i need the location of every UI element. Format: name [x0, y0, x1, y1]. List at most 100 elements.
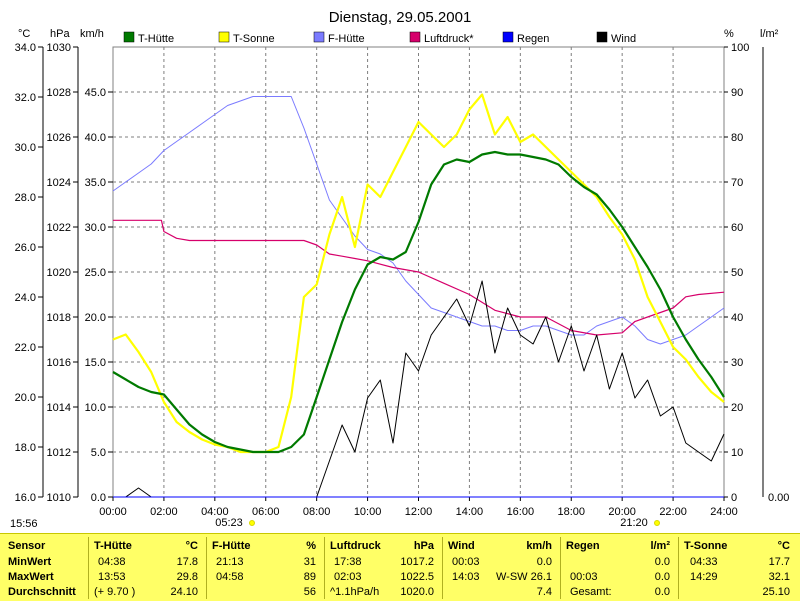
wind-avg-val: 7.4 — [536, 586, 552, 598]
chart-title: Dienstag, 29.05.2001 — [329, 9, 472, 26]
temp-tick-label: 22.0 — [15, 342, 36, 354]
legend-label: T-Hütte — [138, 33, 174, 45]
sensor-header: Sensor — [8, 540, 46, 552]
luftdruck-max-val: 1022.5 — [400, 571, 434, 583]
x-tick-label: 14:00 — [456, 506, 484, 518]
luftdruck-avg-val: 1020.0 — [400, 586, 434, 598]
t-sonne-min-time: 04:33 — [690, 556, 718, 568]
t-sonne-title: T-Sonne — [684, 540, 728, 552]
regen-max-val: 0.0 — [654, 571, 670, 583]
wind-max-val: W-SW 26.1 — [495, 571, 552, 583]
wind-min-time: 00:03 — [452, 556, 480, 568]
f-huette-min-val: 31 — [303, 556, 316, 568]
wind-tick-label: 45.0 — [85, 87, 106, 99]
wind-tick-label: 5.0 — [91, 447, 106, 459]
regen-min-val: 0.0 — [654, 556, 670, 568]
humidity-tick-label: 100 — [731, 42, 749, 54]
t-sonne-unit: °C — [777, 540, 790, 552]
sunset-marker — [654, 520, 660, 526]
humidity-tick-label: 0 — [731, 492, 737, 504]
humidity-tick-label: 20 — [731, 402, 743, 414]
wind-tick-label: 30.0 — [85, 222, 106, 234]
f-huette-avg-val: 56 — [303, 586, 316, 598]
f-huette-unit: % — [306, 540, 316, 552]
pressure-tick-label: 1010 — [47, 492, 71, 504]
sun-markers: 05:23 21:20 — [215, 517, 660, 529]
sunset-label: 21:20 — [620, 517, 648, 529]
stats-t-huette: T-Hütte °C 04:38 17.8 13:53 29.8 (+ 9.70… — [88, 534, 206, 602]
x-tick-label: 06:00 — [252, 506, 280, 518]
x-tick-label: 08:00 — [303, 506, 331, 518]
temp-tick-label: 34.0 — [15, 42, 36, 54]
humidity-tick-label: 40 — [731, 312, 743, 324]
wind-tick-label: 35.0 — [85, 177, 106, 189]
wind-tick-label: 40.0 — [85, 132, 106, 144]
regen-total-label: Gesamt: — [570, 586, 612, 598]
stats-labels-col: Sensor MinWert MaxWert Durchschnitt — [0, 534, 88, 602]
t-huette-avg-note: (+ 9.70 ) — [94, 586, 136, 598]
regen-max-time: 00:03 — [570, 571, 598, 583]
wind-tick-label: 0.0 — [91, 492, 106, 504]
pressure-tick-label: 1024 — [47, 177, 71, 189]
t-huette-min-val: 17.8 — [176, 556, 198, 568]
legend-swatch — [218, 31, 230, 43]
timestamp: 15:56 — [10, 518, 38, 530]
wind-min-val: 0.0 — [536, 556, 552, 568]
luftdruck-unit: hPa — [413, 540, 434, 552]
wind-unit: km/h — [526, 540, 552, 552]
x-tick-label: 20:00 — [608, 506, 636, 518]
x-tick-label: 12:00 — [405, 506, 433, 518]
t-huette-max-val: 29.8 — [176, 571, 198, 583]
pressure-unit-label: hPa — [50, 28, 70, 40]
x-tick-label: 18:00 — [557, 506, 585, 518]
pressure-tick-label: 1022 — [47, 222, 71, 234]
pressure-tick-label: 1030 — [47, 42, 71, 54]
legend: T-Hütte T-Sonne F-Hütte Luftdruck* Regen Wind — [123, 31, 636, 45]
t-huette-max-time: 13:53 — [98, 571, 126, 583]
humidity-tick-label: 10 — [731, 447, 743, 459]
sunrise-label: 05:23 — [215, 517, 243, 529]
legend-swatch — [313, 31, 325, 43]
legend-label: F-Hütte — [328, 33, 365, 45]
series-t-h-tte — [112, 150, 725, 454]
min-label: MinWert — [8, 556, 52, 568]
stats-panel: Sensor MinWert MaxWert Durchschnitt T-Hü… — [0, 533, 800, 601]
pressure-tick-label: 1028 — [47, 87, 71, 99]
temp-tick-label: 18.0 — [15, 442, 36, 454]
t-sonne-min-val: 17.7 — [768, 556, 790, 568]
temp-unit-label: °C — [18, 28, 30, 40]
t-huette-min-time: 04:38 — [98, 556, 126, 568]
series-lines — [112, 93, 725, 498]
wind-max-time: 14:03 — [452, 571, 480, 583]
legend-label: Regen — [517, 33, 549, 45]
pressure-tick-label: 1020 — [47, 267, 71, 279]
t-sonne-avg-val: 25.10 — [762, 586, 790, 598]
wind-tick-label: 25.0 — [85, 267, 106, 279]
pressure-tick-label: 1018 — [47, 312, 71, 324]
x-tick-label: 10:00 — [354, 506, 382, 518]
wind-title: Wind — [448, 540, 475, 552]
stats-regen: Regen l/m² 0.0 00:03 0.0 Gesamt: 0.0 — [560, 534, 678, 602]
temp-tick-label: 24.0 — [15, 292, 36, 304]
avg-label: Durchschnitt — [8, 586, 76, 598]
temp-tick-label: 16.0 — [15, 492, 36, 504]
humidity-tick-label: 80 — [731, 132, 743, 144]
wind-tick-label: 20.0 — [85, 312, 106, 324]
series-f-h-tte — [112, 96, 725, 345]
t-huette-title: T-Hütte — [94, 540, 132, 552]
t-huette-avg-val: 24.10 — [170, 586, 198, 598]
regen-title: Regen — [566, 540, 600, 552]
temp-tick-label: 28.0 — [15, 192, 36, 204]
x-tick-label: 24:00 — [710, 506, 738, 518]
humidity-tick-label: 50 — [731, 267, 743, 279]
series-luftdruck — [113, 219, 725, 336]
legend-label: T-Sonne — [233, 33, 275, 45]
humidity-tick-label: 30 — [731, 357, 743, 369]
regen-unit: l/m² — [650, 540, 670, 552]
temp-tick-label: 30.0 — [15, 142, 36, 154]
f-huette-title: F-Hütte — [212, 540, 251, 552]
t-sonne-max-time: 14:29 — [690, 571, 718, 583]
humidity-tick-label: 60 — [731, 222, 743, 234]
f-huette-max-time: 04:58 — [216, 571, 244, 583]
legend-swatch — [502, 31, 514, 43]
